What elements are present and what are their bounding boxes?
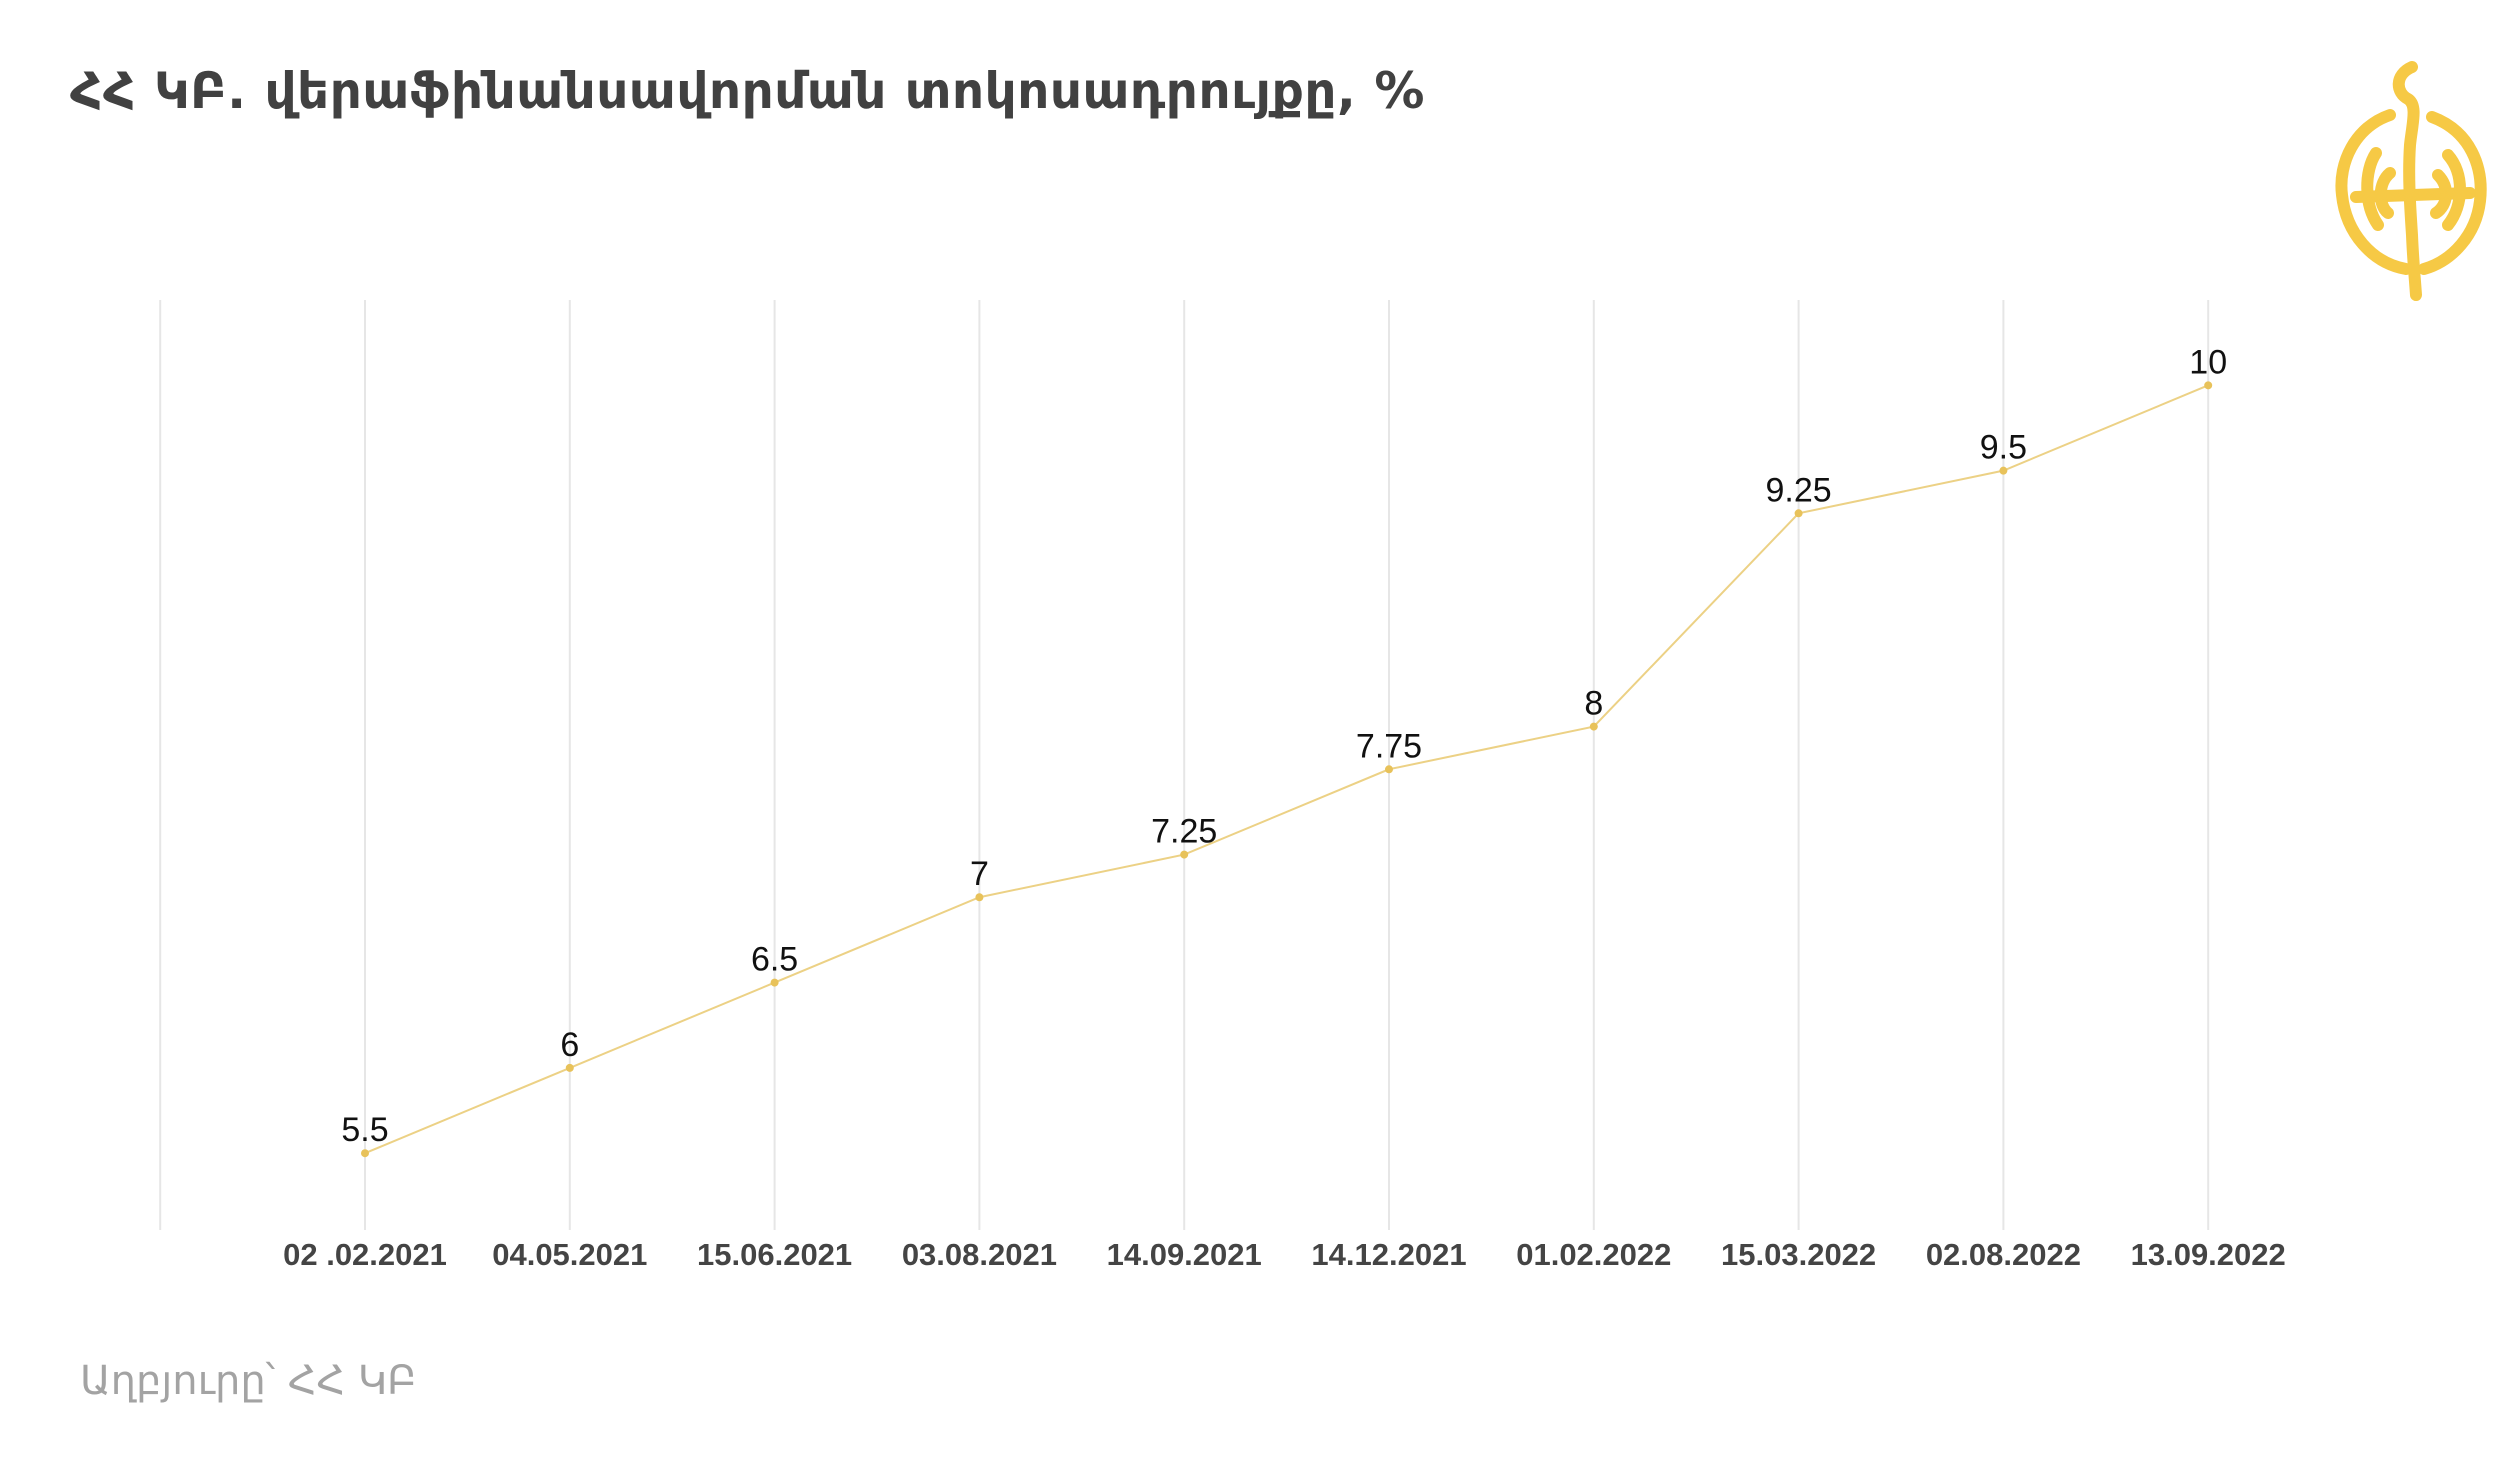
x-tick-label: 13.09.2022: [2131, 1237, 2286, 1272]
data-label: 5.5: [341, 1111, 388, 1149]
x-tick-label: 14.12.2021: [1311, 1237, 1466, 1272]
source-note: Աղբյուրը՝ ՀՀ ԿԲ: [80, 1358, 417, 1404]
data-point: [565, 1063, 574, 1072]
x-tick-label: 02 .02.2021: [283, 1237, 447, 1272]
data-label: 8: [1584, 685, 1603, 723]
x-tick-label: 14.09.2021: [1107, 1237, 1262, 1272]
chart-title: ՀՀ ԿԲ. վերաֆինանսավորման տոկոսադրույքը, …: [70, 62, 1425, 120]
data-labels: 5.5 6 6.5 7 7.25 7.75 8 9.25 9.5 10: [341, 343, 2227, 1149]
data-label: 6.5: [751, 941, 798, 979]
data-point: [1999, 466, 2008, 475]
grid-lines: [159, 300, 2210, 1230]
data-point: [1589, 722, 1598, 731]
data-point: [361, 1149, 369, 1158]
x-tick-label: 02.08.2022: [1926, 1237, 2081, 1272]
data-label: 7.25: [1151, 813, 1217, 851]
x-axis-tick-labels: 02 .02.2021 04.05.2021 15.06.2021 03.08.202…: [283, 1237, 2286, 1272]
data-label: 9.25: [1766, 471, 1832, 509]
data-point: [975, 893, 984, 902]
x-tick-label: 15.03.2022: [1721, 1237, 1876, 1272]
data-point: [1794, 509, 1803, 518]
data-point: [2204, 381, 2213, 390]
x-tick-label: 04.05.2021: [492, 1237, 647, 1272]
data-label: 7.75: [1356, 727, 1422, 765]
data-points: [361, 381, 2213, 1158]
data-label: 9.5: [1980, 429, 2027, 467]
data-label: 10: [2189, 343, 2227, 381]
data-point: [1385, 765, 1393, 774]
globe-logo-icon: [2335, 61, 2487, 301]
x-tick-label: 03.08.2021: [902, 1237, 1057, 1272]
x-tick-label: 01.02.2022: [1516, 1237, 1671, 1272]
x-tick-label: 15.06.2021: [697, 1237, 852, 1272]
series-line: [364, 384, 2209, 1155]
data-label: 7: [970, 855, 989, 893]
data-point: [1180, 850, 1189, 859]
data-label: 6: [560, 1026, 579, 1064]
data-point: [770, 978, 779, 987]
